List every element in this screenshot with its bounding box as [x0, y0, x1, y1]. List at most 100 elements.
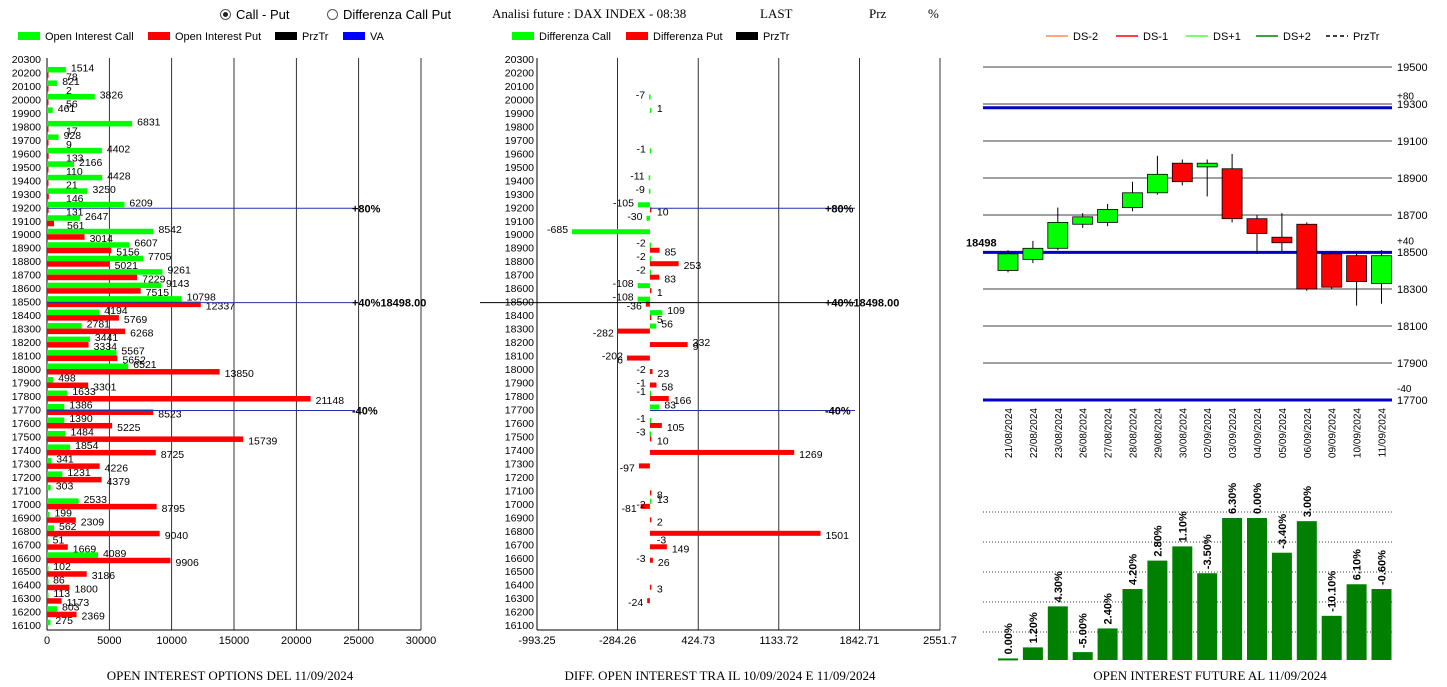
x-tick-label: 25000 — [343, 635, 374, 647]
candle-body — [997, 253, 1019, 271]
y-tick-label: 19700 — [505, 135, 534, 147]
date-label: 21/08/2024 — [1004, 408, 1015, 458]
call-bar — [47, 174, 103, 181]
call-bar — [47, 255, 144, 262]
y-tick-label: 18800 — [12, 256, 41, 268]
call-value-label: 821 — [62, 76, 80, 88]
date-label: 03/09/2024 — [1228, 408, 1239, 458]
y-tick-label: 17600 — [505, 418, 534, 430]
call-bar — [47, 147, 102, 154]
diff-put-label: -282 — [593, 328, 614, 340]
call-value-label: 2166 — [79, 157, 103, 169]
y-tick-label: 19400 — [505, 175, 534, 187]
legend-label: PrzTr — [763, 31, 790, 43]
call-value-label: 4089 — [103, 548, 127, 560]
volume-pct-label: 1.10% — [1177, 511, 1189, 542]
diff-put-bar — [649, 544, 667, 550]
diff-call-bar — [637, 283, 650, 289]
call-bar — [47, 161, 75, 167]
put-bar — [47, 422, 113, 429]
put-bar — [47, 530, 160, 537]
put-value-label: 56 — [66, 98, 78, 110]
put-value-label: 4226 — [105, 462, 129, 474]
y-tick-label: 18900 — [12, 243, 41, 255]
x-tick-label: 30000 — [406, 635, 437, 647]
diff-put-bar — [649, 422, 662, 428]
y-tick-label: 18300 — [12, 324, 41, 336]
call-value-label: 6521 — [133, 359, 157, 371]
call-value-label: 3250 — [93, 184, 117, 196]
put-value-label: 9906 — [175, 557, 199, 569]
diff-call-bar — [648, 188, 651, 194]
diff-put-label: 10 — [657, 435, 669, 447]
volume-bar — [998, 658, 1018, 661]
diff-put-label: -24 — [628, 597, 643, 609]
y-tick-label: 19000 — [505, 229, 534, 241]
diff-put-label: 1 — [657, 287, 663, 299]
volume-pct-label: 0.00% — [1252, 483, 1264, 514]
put-bar — [47, 193, 49, 200]
y-tick-label: 16200 — [12, 607, 41, 619]
put-value-label: 3186 — [92, 570, 116, 582]
call-value-label: 1633 — [72, 386, 96, 398]
y-tick-label: 17000 — [505, 499, 534, 511]
diff-put-bar — [649, 315, 652, 321]
legend-label: DS-1 — [1143, 31, 1168, 43]
put-value-label: 12337 — [206, 301, 235, 313]
radio-diff[interactable]: Differenza Call Put — [327, 7, 451, 22]
y-tick-label: 16200 — [505, 607, 534, 619]
level-label: +40 — [1397, 236, 1414, 247]
level-label: +80 — [1397, 92, 1414, 103]
right-chart-caption: OPEN INTEREST FUTURE AL 11/09/2024 — [1093, 668, 1327, 683]
radio-call-put[interactable]: Call - Put — [220, 7, 289, 22]
call-bar — [47, 592, 49, 599]
y-tick-label: 19700 — [12, 135, 41, 147]
prz-label: Prz — [869, 6, 887, 21]
x-tick-label: -993.25 — [518, 635, 555, 647]
y-tick-label: 19800 — [12, 121, 41, 133]
diff-call-label: 13 — [657, 494, 669, 506]
ref-line-label: -40% — [825, 405, 851, 417]
diff-call-bar — [649, 94, 651, 100]
y-tick-label: 19900 — [505, 108, 534, 120]
page-title: Analisi future : DAX INDEX - 08:38 — [492, 6, 687, 21]
call-bar — [47, 120, 133, 127]
y-tick-label: 17700 — [12, 404, 41, 416]
y-tick-label: 19300 — [12, 189, 41, 201]
y-tick-label: 17600 — [12, 418, 41, 430]
diff-put-label: 166 — [674, 395, 692, 407]
left-chart-caption: OPEN INTEREST OPTIONS DEL 11/09/2024 — [106, 668, 354, 683]
mid-chart: Differenza Call Differenza Put PrzTr -993.2… — [480, 31, 957, 647]
x-tick-label: 10000 — [156, 635, 187, 647]
volume-bar — [1321, 615, 1342, 660]
y-tick-label: 17200 — [12, 472, 41, 484]
volume-bar — [1022, 647, 1043, 660]
y-tick-label: 17300 — [505, 458, 534, 470]
y-tick-label: 17000 — [12, 499, 41, 511]
legend-label: DS+1 — [1213, 31, 1241, 43]
legend-swatch — [148, 32, 170, 40]
last-label: LAST — [760, 6, 793, 21]
call-value-label: 2533 — [84, 494, 108, 506]
diff-call-label: -1 — [636, 413, 645, 425]
volume-bar — [1197, 573, 1218, 660]
diff-call-label: -2 — [636, 251, 645, 263]
call-value-label: 102 — [53, 561, 71, 573]
y-tick-label: 17500 — [505, 431, 534, 443]
put-bar — [47, 382, 89, 389]
diff-put-label: 105 — [667, 422, 685, 434]
diff-call-bar — [648, 175, 651, 181]
put-value-label: 6268 — [130, 328, 154, 340]
y-tick-label: 16900 — [505, 512, 534, 524]
volume-bar — [1296, 521, 1317, 660]
ref-line-label: +40%18498.00 — [825, 298, 899, 310]
call-bar — [47, 538, 49, 545]
radio-unselected-icon — [327, 9, 338, 20]
diff-call-label: -108 — [613, 292, 634, 304]
mid-chart-caption: DIFF. OPEN INTEREST TRA IL 10/09/2024 E … — [564, 668, 876, 683]
call-value-label: 6831 — [137, 116, 161, 128]
x-tick-label: 1842.71 — [840, 635, 880, 647]
call-bar — [47, 498, 79, 504]
y-tick-label: 16700 — [505, 539, 534, 551]
diff-put-bar — [649, 449, 795, 455]
